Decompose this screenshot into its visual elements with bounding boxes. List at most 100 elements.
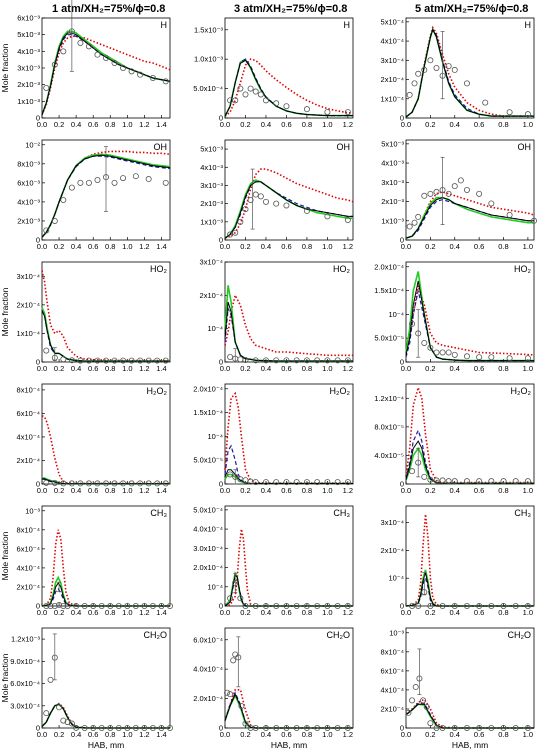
data-point — [77, 480, 84, 487]
y-tick-label: 8x10⁻⁴ — [381, 647, 404, 656]
data-point — [85, 480, 92, 487]
data-point — [77, 357, 84, 364]
data-point — [445, 349, 452, 356]
panel-4-0: 0.0 0.2 0.4 0.6 0.8 1.0 1.2 1.4 0 2x10⁻⁴ 4x10⁻⁴ 6x1… — [0, 505, 173, 617]
x-tick-label: 0.2 — [240, 608, 250, 617]
x-tick-label: 0.6 — [474, 120, 484, 129]
data-point — [524, 355, 531, 362]
data-point — [73, 724, 80, 731]
x-tick-label: 0.2 — [240, 242, 250, 251]
x-tick-label: 0.8 — [105, 730, 115, 739]
data-point — [476, 354, 483, 361]
series-line-black-solid — [224, 181, 353, 239]
data-point — [324, 725, 331, 732]
y-tick-label: 0 — [36, 114, 40, 123]
data-point — [94, 480, 101, 487]
panel-5-1: 0.0 0.2 0.4 0.6 0.8 1.0 1.2 0 2.0x10⁻⁴ 4.0x10⁻⁴ 6.… — [193, 627, 354, 750]
x-tick-label: 0.0 — [220, 608, 230, 617]
data-point — [421, 589, 428, 596]
data-point — [314, 479, 321, 486]
data-point — [149, 75, 156, 82]
y-tick-label: 4x10⁻³ — [200, 163, 223, 172]
data-point — [115, 725, 122, 732]
data-point — [293, 357, 300, 364]
data-point — [303, 106, 310, 113]
y-tick-label: 1x10⁻⁴ — [381, 94, 404, 103]
series-line-green-solid — [224, 179, 353, 239]
column-title-3atm: 3 atm/XH₂=75%/ϕ=0.8 — [234, 3, 348, 15]
series-line-green-solid — [405, 703, 534, 729]
data-point — [488, 725, 495, 732]
x-tick-label: 0.2 — [54, 242, 64, 251]
x-tick-label: 1.0 — [122, 730, 132, 739]
species-label: CH₂O — [327, 630, 351, 640]
data-point — [439, 72, 446, 79]
data-point — [242, 91, 249, 98]
y-tick-label: 0 — [36, 602, 40, 611]
data-point — [344, 109, 351, 116]
species-label: H — [161, 20, 168, 30]
series-line-green-solid — [405, 27, 534, 118]
series-line-red-dotted — [405, 698, 534, 729]
species-label: H₂O₂ — [147, 386, 168, 396]
series-line-black-solid — [405, 28, 534, 118]
y-tick-label: 3x10⁻³ — [17, 64, 40, 73]
x-tick-label: 1.4 — [156, 608, 166, 617]
x-tick-label: 0.6 — [281, 608, 291, 617]
data-point — [68, 480, 75, 487]
series-line-red-dotted — [41, 35, 171, 116]
data-point — [43, 479, 50, 486]
data-point — [252, 88, 259, 95]
data-point — [463, 80, 470, 87]
data-point — [237, 356, 244, 363]
data-point — [107, 725, 114, 732]
x-tick-label: 0.8 — [302, 608, 312, 617]
data-point — [158, 725, 165, 732]
x-tick-label: 0.8 — [302, 730, 312, 739]
data-point — [257, 91, 264, 98]
data-point — [120, 480, 127, 487]
series-line-green-solid — [41, 575, 170, 607]
x-tick-label: 1.4 — [156, 730, 166, 739]
data-point — [488, 478, 495, 485]
x-tick-label: 0.8 — [105, 120, 115, 129]
x-tick-label: 1.4 — [156, 242, 166, 251]
data-point — [224, 689, 231, 696]
x-tick-label: 0.4 — [261, 364, 271, 373]
y-tick-label: 5x10⁻³ — [17, 30, 40, 39]
y-tick-label: 2x10⁻³ — [200, 199, 223, 208]
x-tick-label: 0.0 — [37, 242, 47, 251]
data-point — [463, 186, 470, 193]
column-title-5atm: 5 atm/XH₂=75%/ϕ=0.8 — [415, 3, 529, 15]
data-point — [409, 603, 416, 610]
data-point — [433, 65, 440, 72]
data-point — [512, 478, 519, 485]
data-point — [500, 478, 507, 485]
x-tick-label: 1.2 — [343, 364, 353, 373]
panel-0-0: 0.0 0.2 0.4 0.6 0.8 1.0 1.2 1.4 0 1x10⁻³ 2x10⁻³ 3x1… — [0, 0, 171, 129]
data-point — [427, 344, 434, 351]
x-tick-label: 1.2 — [343, 608, 353, 617]
y-tick-label: 2x10⁻³ — [17, 80, 40, 89]
series-line-blue-dashed — [224, 691, 353, 729]
series-line-blue-dashed — [405, 28, 534, 118]
data-point — [303, 603, 310, 610]
data-point — [237, 218, 244, 225]
data-point — [232, 229, 239, 236]
y-tick-label: 8.0x10⁻⁵ — [374, 422, 404, 431]
x-tick-label: 0.8 — [498, 608, 508, 617]
data-point — [488, 200, 495, 207]
data-point — [303, 725, 310, 732]
x-tick-label: 0.4 — [450, 486, 460, 495]
plot-frame — [224, 261, 354, 363]
data-point — [145, 480, 152, 487]
data-point — [457, 177, 464, 184]
x-tick-label: 0.8 — [105, 242, 115, 251]
x-tick-label: 0.6 — [88, 608, 98, 617]
data-point — [227, 595, 234, 602]
x-axis-label: HAB, mm — [452, 740, 488, 750]
x-tick-label: 0.2 — [54, 486, 64, 495]
species-label: H — [525, 20, 532, 30]
data-point — [43, 347, 50, 354]
